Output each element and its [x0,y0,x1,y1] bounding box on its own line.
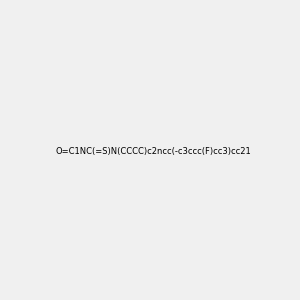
Text: O=C1NC(=S)N(CCCC)c2ncc(-c3ccc(F)cc3)cc21: O=C1NC(=S)N(CCCC)c2ncc(-c3ccc(F)cc3)cc21 [56,147,252,156]
